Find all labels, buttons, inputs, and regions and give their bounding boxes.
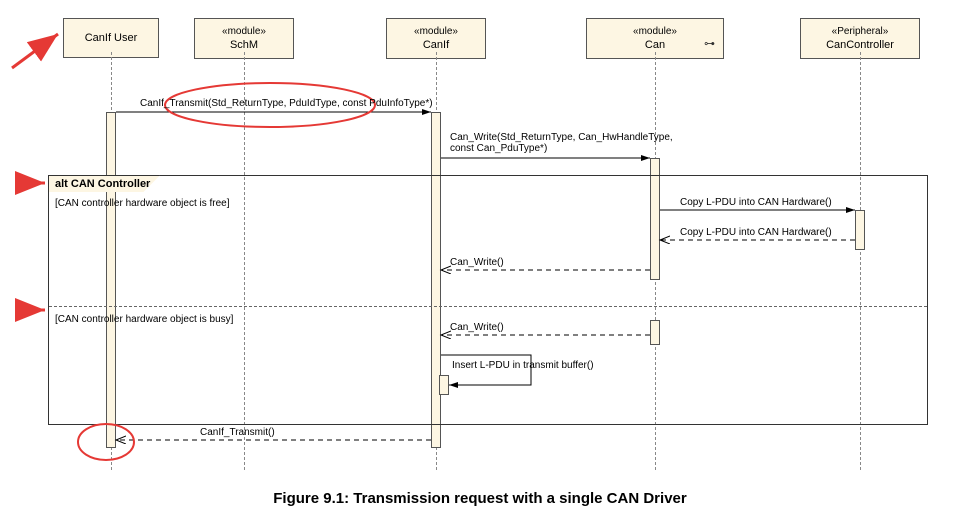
stereotype-label: «module»: [205, 25, 283, 38]
msg-can-write-l1: Can_Write(Std_ReturnType, Can_HwHandleTy…: [450, 132, 673, 143]
participant-name: CanController: [811, 38, 909, 52]
msg-canif-transmit: CanIf_Transmit(Std_ReturnType, PduIdType…: [140, 98, 433, 109]
figure-caption: Figure 9.1: Transmission request with a …: [0, 490, 960, 507]
guard-busy: [CAN controller hardware object is busy]: [55, 314, 233, 325]
guard-free: [CAN controller hardware object is free]: [55, 198, 230, 209]
participant-name: CanIf: [397, 38, 475, 52]
msg-copy-lpdu: Copy L-PDU into CAN Hardware(): [680, 197, 832, 208]
alt-fragment-label: alt CAN Controller: [48, 175, 160, 192]
msg-can-write-l2: const Can_PduType*): [450, 143, 547, 154]
participant-name: CanIf User: [74, 31, 148, 45]
stereotype-label: «module»: [397, 25, 475, 38]
msg-canif-transmit-return: CanIf_Transmit(): [200, 427, 275, 438]
sequence-diagram: CanIf User «module» SchM «module» CanIf …: [0, 0, 960, 524]
participant-name: SchM: [205, 38, 283, 52]
participant-name: Can: [597, 38, 713, 52]
alt-divider: [49, 306, 927, 307]
stereotype-label: «module»: [597, 25, 713, 38]
msg-insert-lpdu: Insert L-PDU in transmit buffer(): [452, 360, 594, 371]
msg-can-write-return: Can_Write(): [450, 257, 504, 268]
stereotype-label: «Peripheral»: [811, 25, 909, 38]
interface-icon: ⊶: [704, 37, 715, 51]
msg-copy-lpdu-return: Copy L-PDU into CAN Hardware(): [680, 227, 832, 238]
alt-fragment: alt CAN Controller [CAN controller hardw…: [48, 175, 928, 425]
msg-can-write-return2: Can_Write(): [450, 322, 504, 333]
msg-can-write: Can_Write(Std_ReturnType, Can_HwHandleTy…: [450, 132, 673, 154]
